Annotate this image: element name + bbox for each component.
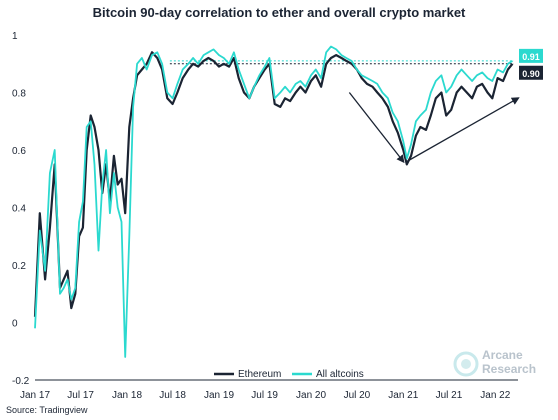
- y-tick-label: -0.2: [12, 376, 30, 387]
- y-axis-ticks: 1 0.8 0.6 0.4 0.2 0 -0.2: [12, 31, 30, 387]
- x-axis-ticks: Jan 17 Jul 17 Jan 18 Jul 18 Jan 19 Jul 19 Jan …: [20, 390, 511, 401]
- y-tick-label: 0.6: [12, 146, 26, 157]
- series-lines: [33, 45, 514, 358]
- x-tick-label: Jul 21: [436, 390, 463, 401]
- source-note: Source: Tradingview: [6, 405, 88, 415]
- end-label-badge: [519, 65, 543, 80]
- legend-label: All altcoins: [316, 369, 364, 380]
- y-tick-label: 0.8: [12, 89, 26, 100]
- x-tick-label: Jan 22: [480, 390, 510, 401]
- x-tick-label: Jul 18: [159, 390, 186, 401]
- chart-title: Bitcoin 90-day correlation to ether and …: [92, 5, 466, 20]
- x-tick-label: Jul 20: [344, 390, 371, 401]
- x-tick-label: Jan 18: [112, 390, 142, 401]
- end-label-value: 0.91: [522, 52, 540, 62]
- x-tick-label: Jan 17: [20, 390, 50, 401]
- arcane-logo-icon: [453, 351, 479, 377]
- y-tick-label: 0.2: [12, 261, 26, 272]
- brand-name-line2: Research: [482, 362, 537, 376]
- brand-logo: Arcane Research: [452, 348, 552, 380]
- trend-arrows: [348, 92, 520, 164]
- series-line-ethereum: [33, 51, 514, 317]
- y-tick-label: 1: [12, 31, 18, 42]
- reference-lines: [169, 60, 514, 65]
- end-value-labels: 0.90 0.91: [519, 48, 543, 80]
- x-tick-label: Jan 21: [388, 390, 418, 401]
- trend-arrow: [348, 92, 405, 164]
- x-tick-label: Jan 20: [296, 390, 326, 401]
- end-label-value: 0.90: [522, 69, 540, 79]
- legend-label: Ethereum: [238, 369, 281, 380]
- brand-name-line1: Arcane: [482, 348, 523, 362]
- y-tick-label: 0: [12, 319, 18, 330]
- x-tick-label: Jan 19: [204, 390, 234, 401]
- y-tick-label: 0.4: [12, 204, 26, 215]
- x-tick-label: Jul 17: [67, 390, 94, 401]
- legend: Ethereum All altcoins: [214, 369, 364, 380]
- end-label-badge: [519, 48, 543, 63]
- trend-arrow: [406, 97, 520, 163]
- series-line-all-altcoins: [34, 45, 513, 358]
- x-tick-label: Jul 19: [251, 390, 278, 401]
